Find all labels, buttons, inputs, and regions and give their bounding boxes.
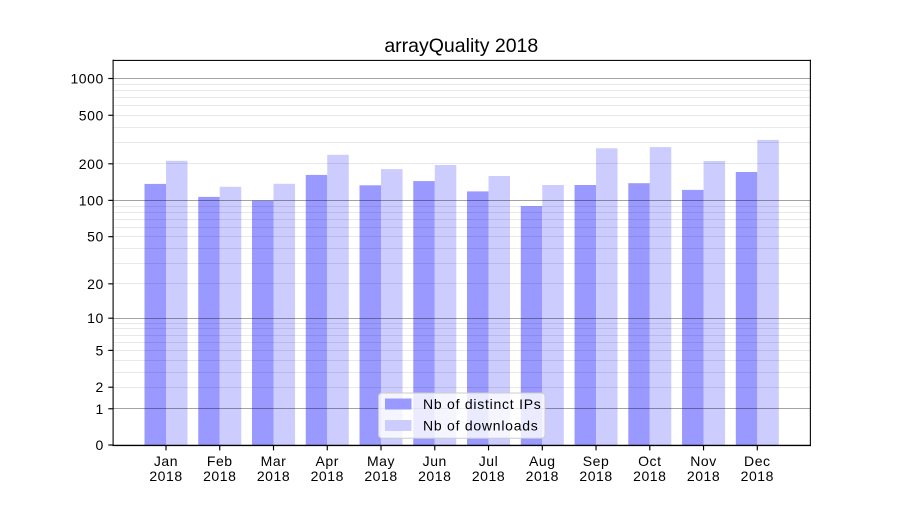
svg-text:2018: 2018	[418, 468, 451, 484]
svg-text:2018: 2018	[257, 468, 290, 484]
svg-text:2018: 2018	[311, 468, 344, 484]
svg-text:Sep: Sep	[583, 453, 610, 469]
svg-text:5: 5	[95, 342, 103, 358]
svg-text:2018: 2018	[687, 468, 720, 484]
svg-text:2018: 2018	[741, 468, 774, 484]
svg-text:Aug: Aug	[529, 453, 556, 469]
svg-text:2018: 2018	[633, 468, 666, 484]
svg-text:200: 200	[79, 156, 104, 172]
svg-text:Apr: Apr	[316, 453, 339, 469]
svg-text:arrayQuality 2018: arrayQuality 2018	[384, 35, 538, 57]
svg-text:2018: 2018	[149, 468, 182, 484]
svg-text:20: 20	[87, 276, 104, 292]
svg-text:Jul: Jul	[479, 453, 499, 469]
svg-text:2018: 2018	[203, 468, 236, 484]
svg-text:0: 0	[95, 437, 103, 453]
svg-text:May: May	[367, 453, 395, 469]
svg-text:Nov: Nov	[690, 453, 717, 469]
svg-text:1: 1	[95, 401, 103, 417]
svg-text:50: 50	[87, 229, 104, 245]
svg-text:500: 500	[79, 107, 104, 123]
svg-text:2018: 2018	[364, 468, 397, 484]
svg-text:2018: 2018	[526, 468, 559, 484]
svg-text:Feb: Feb	[207, 453, 233, 469]
svg-text:10: 10	[87, 310, 104, 326]
svg-text:2: 2	[95, 379, 103, 395]
svg-text:2018: 2018	[472, 468, 505, 484]
svg-text:Dec: Dec	[744, 453, 771, 469]
svg-text:Mar: Mar	[261, 453, 287, 469]
svg-text:Oct: Oct	[638, 453, 661, 469]
svg-text:Nb of distinct IPs: Nb of distinct IPs	[423, 396, 542, 412]
svg-text:Nb of downloads: Nb of downloads	[423, 417, 539, 433]
svg-text:1000: 1000	[70, 71, 103, 87]
svg-text:100: 100	[79, 192, 104, 208]
svg-text:Jun: Jun	[423, 453, 447, 469]
svg-text:2018: 2018	[579, 468, 612, 484]
svg-text:Jan: Jan	[154, 453, 178, 469]
